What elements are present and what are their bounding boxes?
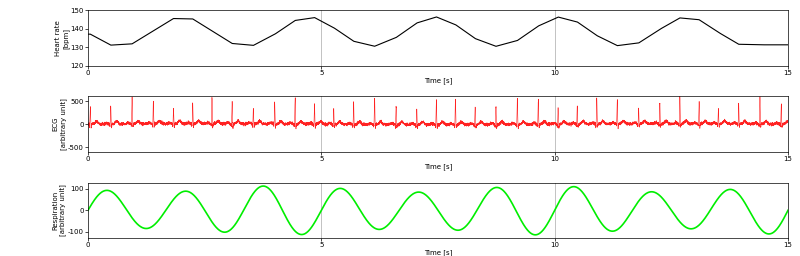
X-axis label: Time [s]: Time [s]: [424, 250, 452, 256]
Y-axis label: ECG
[arbitrary unit]: ECG [arbitrary unit]: [53, 98, 66, 150]
Y-axis label: Respiration
[arbitrary unit]: Respiration [arbitrary unit]: [53, 184, 66, 236]
X-axis label: Time [s]: Time [s]: [424, 77, 452, 84]
Y-axis label: Heart rate
[bpm]: Heart rate [bpm]: [55, 20, 69, 56]
X-axis label: Time [s]: Time [s]: [424, 164, 452, 170]
